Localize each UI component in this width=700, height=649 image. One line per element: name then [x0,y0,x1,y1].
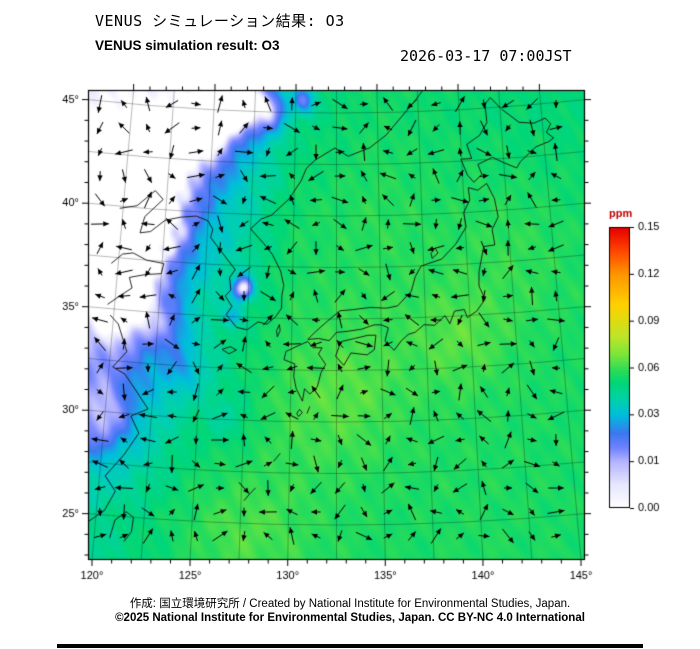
page-title-english: VENUS simulation result: O3 [95,38,280,53]
timestamp: 2026-03-17 07:00JST [400,47,572,65]
bottom-border [57,644,643,648]
page-title-japanese: VENUS シミュレーション結果: O3 [95,12,345,30]
credit-line: 作成: 国立環境研究所 / Created by National Instit… [129,598,571,610]
simulation-map-canvas [0,0,700,590]
copyright-line: ©2025 National Institute for Environment… [115,612,585,624]
